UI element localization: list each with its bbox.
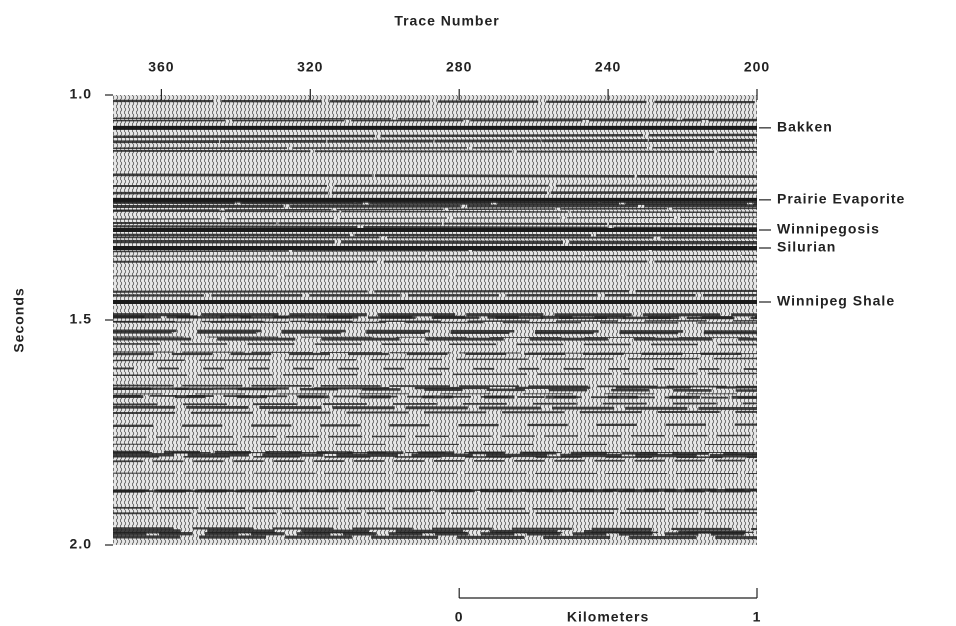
horizon-label: Winnipegosis	[777, 221, 880, 237]
x-tick-label: 320	[297, 59, 323, 75]
reflector	[112, 225, 758, 230]
y-tick-label: 1.0	[70, 86, 92, 102]
horizon-label: Winnipeg Shale	[777, 293, 895, 309]
x-tick-label: 280	[446, 59, 472, 75]
x-tick-label: 240	[595, 59, 621, 75]
reflector	[112, 336, 758, 339]
reflector	[112, 386, 758, 390]
reflector	[112, 405, 758, 410]
horizon-label: Bakken	[777, 119, 833, 135]
reflector	[112, 372, 758, 377]
chart-title: Trace Number	[394, 13, 499, 29]
reflectors	[112, 99, 758, 540]
scale-bar-title: Kilometers	[567, 609, 649, 625]
reflector	[112, 146, 758, 149]
reflector	[112, 207, 758, 212]
reflector	[112, 254, 758, 257]
reflector	[112, 410, 758, 415]
scale-bar-label: 1	[753, 609, 762, 625]
reflector	[112, 289, 758, 293]
reflector	[112, 331, 758, 335]
scale-bar-label: 0	[455, 609, 464, 625]
reflector	[112, 488, 758, 493]
reflector	[112, 248, 758, 253]
reflector	[112, 367, 758, 370]
reflector	[112, 395, 758, 399]
reflector	[112, 434, 758, 438]
reflector	[112, 138, 758, 144]
reflector	[112, 221, 758, 226]
x-tick-label: 360	[148, 59, 174, 75]
horizon-label: Prairie Evaporite	[777, 191, 905, 207]
reflector	[112, 216, 758, 220]
reflector	[112, 133, 758, 139]
reflector	[112, 459, 758, 463]
reflector	[112, 384, 758, 388]
reflector	[112, 239, 758, 245]
reflector	[112, 329, 758, 333]
x-tick-label: 200	[744, 59, 770, 75]
y-tick-label: 1.5	[70, 311, 92, 327]
reflector	[112, 527, 758, 531]
reflector	[112, 149, 758, 153]
reflector	[112, 117, 758, 121]
reflector	[112, 506, 758, 511]
reflector	[112, 402, 758, 406]
y-axis-label: Seconds	[11, 287, 27, 352]
horizon-label: Silurian	[777, 239, 836, 255]
reflector	[112, 210, 758, 214]
reflector	[112, 394, 758, 399]
y-tick-label: 2.0	[70, 536, 92, 552]
reflector	[112, 233, 758, 237]
reflector	[112, 423, 758, 427]
reflector	[112, 204, 758, 209]
reflector	[112, 535, 758, 540]
reflector	[112, 343, 758, 346]
seismic-section	[113, 95, 757, 545]
reflector	[112, 191, 758, 195]
reflector	[112, 452, 758, 458]
reflector	[112, 316, 758, 320]
reflector	[112, 173, 758, 178]
reflector	[112, 387, 758, 392]
reflector	[112, 357, 758, 362]
reflector	[112, 320, 758, 323]
reflector	[112, 450, 758, 455]
